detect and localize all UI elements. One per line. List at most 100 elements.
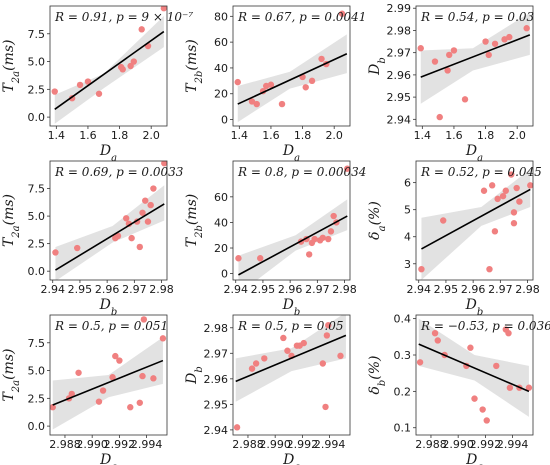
data-point bbox=[76, 81, 84, 89]
regression-line bbox=[238, 215, 348, 276]
data-point bbox=[319, 360, 326, 367]
confidence-band bbox=[420, 12, 530, 104]
data-point bbox=[513, 184, 520, 192]
data-point bbox=[136, 243, 143, 251]
scatter-panel: 2.94 2.95 2.96 2.97 2.98 3 4 5 6 Db δa(%) R = 0.52,… bbox=[367, 160, 542, 318]
x-axis-label: Dc bbox=[282, 452, 300, 465]
data-point bbox=[311, 235, 318, 243]
x-tick-label: 1.6 bbox=[262, 129, 280, 142]
data-point bbox=[418, 265, 425, 273]
data-point bbox=[527, 182, 533, 189]
y-tick-label: 2.98 bbox=[204, 322, 229, 335]
y-tick-label: 7.5 bbox=[28, 337, 46, 350]
y-tick-label: 2.95 bbox=[387, 91, 412, 104]
y-tick-label: 20 bbox=[214, 88, 228, 101]
data-point bbox=[235, 255, 242, 262]
data-point bbox=[51, 88, 58, 95]
data-point bbox=[160, 6, 167, 12]
x-tick-label: 2.95 bbox=[68, 283, 93, 296]
data-point bbox=[150, 375, 157, 382]
data-point bbox=[491, 228, 499, 235]
data-point bbox=[150, 185, 157, 192]
data-point bbox=[483, 417, 490, 424]
x-tick-label: 2.94 bbox=[223, 283, 248, 296]
data-point bbox=[417, 45, 424, 52]
y-tick-label: 2.97 bbox=[204, 347, 229, 360]
regression-line bbox=[52, 359, 164, 406]
data-point bbox=[499, 192, 507, 200]
y-tick-label: 0 bbox=[221, 114, 228, 127]
data-point bbox=[142, 197, 149, 204]
data-point bbox=[50, 404, 56, 411]
data-point bbox=[525, 384, 533, 391]
y-axis-label: δb(%) bbox=[367, 355, 388, 394]
data-point bbox=[52, 249, 59, 256]
x-tick-label: 2.96 bbox=[278, 283, 303, 296]
x-tick-label: 1.4 bbox=[414, 129, 432, 142]
x-tick-label: 2.95 bbox=[434, 283, 459, 296]
regression-line bbox=[237, 53, 348, 105]
x-tick-label: 1.4 bbox=[231, 129, 249, 142]
data-point bbox=[325, 235, 332, 243]
data-point bbox=[95, 398, 103, 405]
data-point bbox=[505, 329, 512, 337]
data-point bbox=[450, 47, 458, 54]
y-tick-label: 5.0 bbox=[28, 56, 46, 69]
data-point bbox=[261, 355, 268, 362]
x-tick-label: 2.0 bbox=[325, 129, 343, 142]
plot-frame bbox=[415, 160, 534, 281]
data-point bbox=[318, 55, 325, 63]
y-tick-label: 2.95 bbox=[204, 398, 229, 411]
data-point bbox=[95, 90, 103, 97]
y-tick-label: 60 bbox=[214, 36, 228, 49]
y-axis-label: Db bbox=[184, 366, 205, 385]
data-point bbox=[338, 10, 346, 17]
correlation-annotation: R = 0.8, p = 0.00034 bbox=[237, 165, 366, 179]
x-tick-label: 2.994 bbox=[314, 438, 346, 451]
plot-area bbox=[51, 6, 167, 124]
y-tick-label: 40 bbox=[214, 216, 228, 229]
x-tick-label: 1.4 bbox=[48, 129, 66, 142]
x-tick-label: 2.0 bbox=[508, 129, 526, 142]
data-point bbox=[436, 113, 443, 121]
data-point bbox=[506, 33, 513, 41]
data-point bbox=[319, 234, 326, 241]
data-point bbox=[337, 352, 344, 360]
plot-frame bbox=[232, 160, 351, 281]
data-point bbox=[248, 98, 256, 105]
data-point bbox=[493, 362, 500, 370]
data-point bbox=[300, 339, 307, 347]
y-tick-label: 0 bbox=[221, 268, 228, 281]
x-tick-label: 1.6 bbox=[79, 129, 97, 142]
data-point bbox=[234, 78, 241, 86]
correlation-annotation: R = 0.67, p = 0.0041 bbox=[237, 10, 366, 24]
plot-area bbox=[234, 10, 348, 123]
x-tick-label: 2.94 bbox=[406, 283, 431, 296]
scatter-panel: 2.94 2.95 2.96 2.97 2.98 0 20 40 60 Db T2b(ms) R = … bbox=[184, 160, 366, 318]
data-point bbox=[147, 201, 154, 209]
x-tick-label: 2.98 bbox=[515, 283, 540, 296]
data-point bbox=[510, 220, 518, 227]
x-axis-label: Db bbox=[99, 297, 118, 318]
data-point bbox=[109, 374, 116, 381]
x-axis-label: Db bbox=[282, 297, 301, 318]
data-point bbox=[68, 390, 75, 398]
x-tick-label: 2.990 bbox=[76, 438, 108, 451]
data-point bbox=[136, 399, 143, 406]
data-point bbox=[74, 244, 81, 252]
regression-line bbox=[420, 34, 531, 78]
data-point bbox=[308, 77, 316, 85]
regression-line bbox=[418, 343, 530, 393]
y-tick-label: 3 bbox=[404, 258, 411, 271]
plot-area bbox=[50, 316, 167, 430]
data-point bbox=[114, 232, 122, 240]
data-point bbox=[127, 62, 134, 70]
data-point bbox=[327, 228, 335, 235]
y-tick-label: 0.0 bbox=[28, 420, 46, 433]
y-tick-label: 7.5 bbox=[28, 183, 46, 196]
confidence-band bbox=[55, 185, 165, 280]
x-tick-label: 2.98 bbox=[149, 283, 174, 296]
